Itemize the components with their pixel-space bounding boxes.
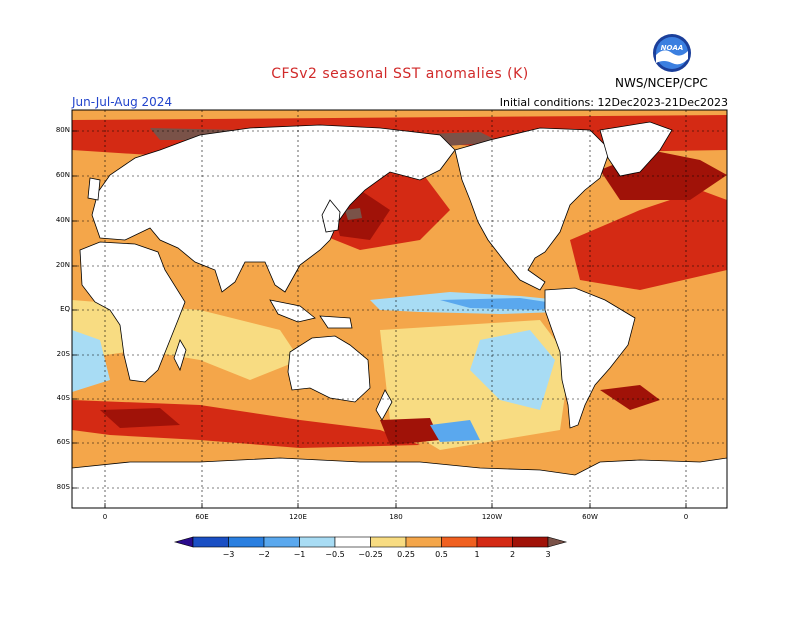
indonesia <box>269 299 316 323</box>
colorbar-label: 0.5 <box>435 550 448 559</box>
lat-label: 80S <box>56 483 70 491</box>
colorbar-box <box>228 536 265 548</box>
madagascar <box>173 339 187 372</box>
australia <box>287 335 371 403</box>
lat-label: EQ <box>60 305 70 313</box>
lon-label: 0 <box>683 513 689 521</box>
lat-label: 80N <box>55 126 70 134</box>
colorbar-label: −0.25 <box>358 550 383 559</box>
lon-label: 60W <box>582 513 598 521</box>
forecast-period: Jun-Jul-Aug 2024 <box>72 95 173 109</box>
lat-label: 60S <box>56 438 70 446</box>
greenland <box>599 121 673 177</box>
southeast-pacific-cool <box>470 330 555 410</box>
colorbar-box <box>476 536 513 548</box>
colorbar-label: 1 <box>474 550 479 559</box>
southwest-indian-cool <box>72 330 110 392</box>
colorbar-label: −1 <box>294 550 306 559</box>
colorbar-label: 3 <box>545 550 550 559</box>
southern-pacific-very-warm <box>380 418 440 445</box>
colorbar-arrow-low <box>173 536 194 548</box>
south-america <box>544 287 636 429</box>
initial-conditions: Initial conditions: 12Dec2023-21Dec2023 <box>499 96 728 109</box>
colorbar-box <box>263 536 300 548</box>
lon-label: 120W <box>481 513 503 521</box>
new-zealand <box>375 389 393 421</box>
colorbar-box <box>334 536 371 548</box>
map-frame <box>71 109 728 509</box>
antarctica <box>72 457 727 508</box>
colorbar-arrow-high <box>547 536 568 548</box>
north-atlantic-warm <box>570 190 727 290</box>
lon-label: 120E <box>289 513 307 521</box>
logo-lettering: NOAA <box>661 44 684 52</box>
north-america <box>454 127 611 291</box>
colorbar-label: 0.25 <box>397 550 415 559</box>
south-atlantic-very-warm <box>600 385 660 410</box>
noaa-logo: NOAA <box>653 34 691 72</box>
colorbar-box <box>405 536 442 548</box>
lon-label: 60E <box>195 513 209 521</box>
colorbar-box <box>299 536 336 548</box>
land-masses <box>72 121 727 508</box>
equatorial-cool <box>440 298 560 310</box>
lat-label: 20N <box>55 261 70 269</box>
colorbar-box <box>512 536 549 548</box>
africa <box>79 241 186 383</box>
british-isles <box>87 177 101 201</box>
lon-label: 180 <box>389 513 403 521</box>
lat-label: 20S <box>56 350 70 358</box>
southern-indian-very-warm <box>100 408 180 428</box>
lon-label: 0 <box>102 513 108 521</box>
lat-label: 40N <box>55 216 70 224</box>
southern-cool-patch <box>430 420 480 442</box>
colorbar-label: −2 <box>258 550 270 559</box>
eurasia <box>91 124 456 293</box>
graticule <box>72 110 727 508</box>
colorbar-label: 2 <box>510 550 515 559</box>
map-title: CFSv2 seasonal SST anomalies (K) <box>271 66 529 82</box>
colorbar-box <box>370 536 407 548</box>
colorbar-label: −3 <box>223 550 235 559</box>
lat-label: 40S <box>56 394 70 402</box>
colorbar-box <box>441 536 478 548</box>
northwest-pacific-extreme <box>345 208 362 220</box>
new-guinea <box>319 315 353 329</box>
japan <box>321 199 341 233</box>
colorbar-box <box>192 536 229 548</box>
lat-label: 60N <box>55 171 70 179</box>
agency-label: NWS/NCEP/CPC <box>615 76 708 90</box>
colorbar-label: −0.5 <box>325 550 344 559</box>
